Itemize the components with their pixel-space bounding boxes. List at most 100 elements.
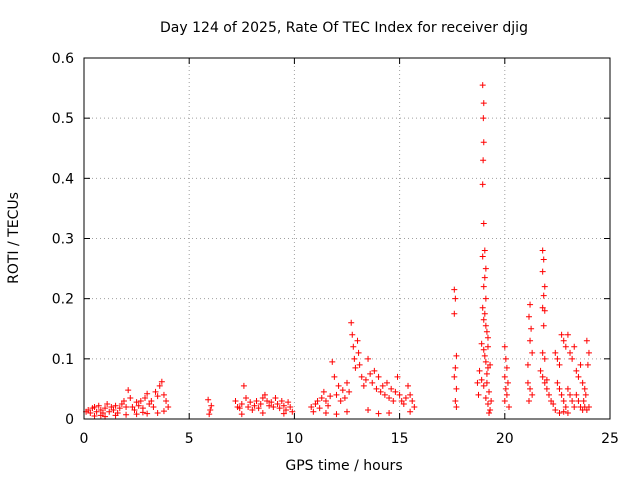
data-point	[474, 379, 481, 386]
data-point	[346, 388, 353, 395]
data-point	[390, 397, 397, 404]
data-point	[484, 364, 491, 371]
data-point	[344, 408, 350, 415]
data-point	[524, 361, 531, 368]
data-point	[480, 139, 487, 146]
data-point	[392, 388, 399, 395]
data-point	[573, 391, 580, 398]
data-point	[483, 379, 490, 386]
data-point	[135, 402, 142, 409]
data-point	[453, 403, 460, 410]
data-point	[154, 393, 161, 400]
data-point	[480, 115, 487, 122]
data-point	[451, 373, 458, 380]
data-point	[266, 402, 273, 409]
data-point	[245, 403, 252, 410]
data-point	[123, 411, 130, 418]
data-point	[318, 394, 325, 401]
data-point	[478, 376, 485, 383]
data-point	[539, 268, 546, 275]
data-point	[562, 343, 569, 350]
data-point	[339, 387, 346, 394]
data-point	[322, 397, 329, 404]
data-point	[259, 409, 266, 416]
data-point	[160, 391, 167, 398]
data-point	[575, 373, 582, 380]
data-point	[110, 406, 117, 413]
data-point	[480, 100, 487, 107]
data-point	[316, 405, 323, 412]
y-tick-label: 0.2	[52, 292, 74, 308]
data-point	[95, 402, 102, 409]
data-point	[503, 391, 510, 398]
data-point	[501, 373, 508, 380]
data-point	[575, 397, 582, 404]
data-point	[158, 378, 165, 385]
data-point	[276, 405, 283, 412]
data-point	[476, 367, 483, 374]
data-point	[349, 331, 356, 338]
data-point	[525, 397, 532, 404]
data-point	[253, 397, 260, 404]
data-point	[483, 370, 490, 377]
axis-ticks	[83, 57, 611, 420]
data-point	[479, 181, 486, 188]
data-point	[487, 406, 494, 413]
data-point	[144, 410, 151, 417]
data-point	[377, 388, 384, 395]
data-point	[484, 343, 491, 350]
data-point	[104, 400, 111, 407]
data-point	[238, 411, 245, 418]
chart-title: Day 124 of 2025, Rate Of TEC Index for r…	[160, 20, 528, 36]
data-point	[524, 379, 531, 386]
data-point	[579, 379, 586, 386]
data-point	[451, 310, 458, 317]
data-point	[405, 382, 412, 389]
data-point	[358, 373, 365, 380]
data-point	[556, 361, 563, 368]
data-point	[552, 406, 559, 413]
data-point	[333, 411, 340, 418]
data-points	[83, 82, 592, 420]
data-point	[543, 385, 550, 392]
data-point	[484, 400, 491, 407]
data-point	[322, 409, 329, 416]
data-point	[388, 385, 395, 392]
data-point	[478, 340, 485, 347]
data-point	[502, 355, 509, 362]
data-point	[585, 403, 592, 410]
y-tick-label: 0.1	[52, 352, 74, 368]
data-point	[365, 406, 372, 413]
data-point	[371, 367, 378, 374]
y-axis-label: ROTI / TECUs	[6, 192, 22, 284]
data-point	[280, 402, 287, 409]
data-point	[527, 337, 534, 344]
data-point	[525, 313, 532, 320]
data-point	[480, 157, 487, 164]
data-point	[251, 402, 258, 409]
data-point	[484, 334, 491, 341]
data-point	[160, 408, 167, 415]
data-point	[106, 408, 113, 415]
data-point	[257, 400, 264, 407]
data-point	[548, 397, 555, 404]
data-point	[206, 411, 213, 418]
data-point	[249, 406, 256, 413]
y-tick-label: 0.6	[52, 51, 74, 67]
data-point	[483, 328, 490, 335]
data-point	[243, 394, 250, 401]
data-point	[482, 394, 489, 401]
data-point	[381, 391, 388, 398]
data-point	[112, 402, 119, 409]
data-point	[488, 397, 495, 404]
data-point	[560, 397, 567, 404]
data-point	[486, 388, 493, 395]
data-point	[156, 382, 163, 389]
data-point	[337, 397, 344, 404]
data-point	[541, 379, 548, 386]
data-point	[452, 295, 459, 302]
data-point	[351, 355, 358, 362]
data-point	[541, 283, 548, 290]
data-point	[502, 385, 509, 392]
data-point	[480, 283, 487, 290]
